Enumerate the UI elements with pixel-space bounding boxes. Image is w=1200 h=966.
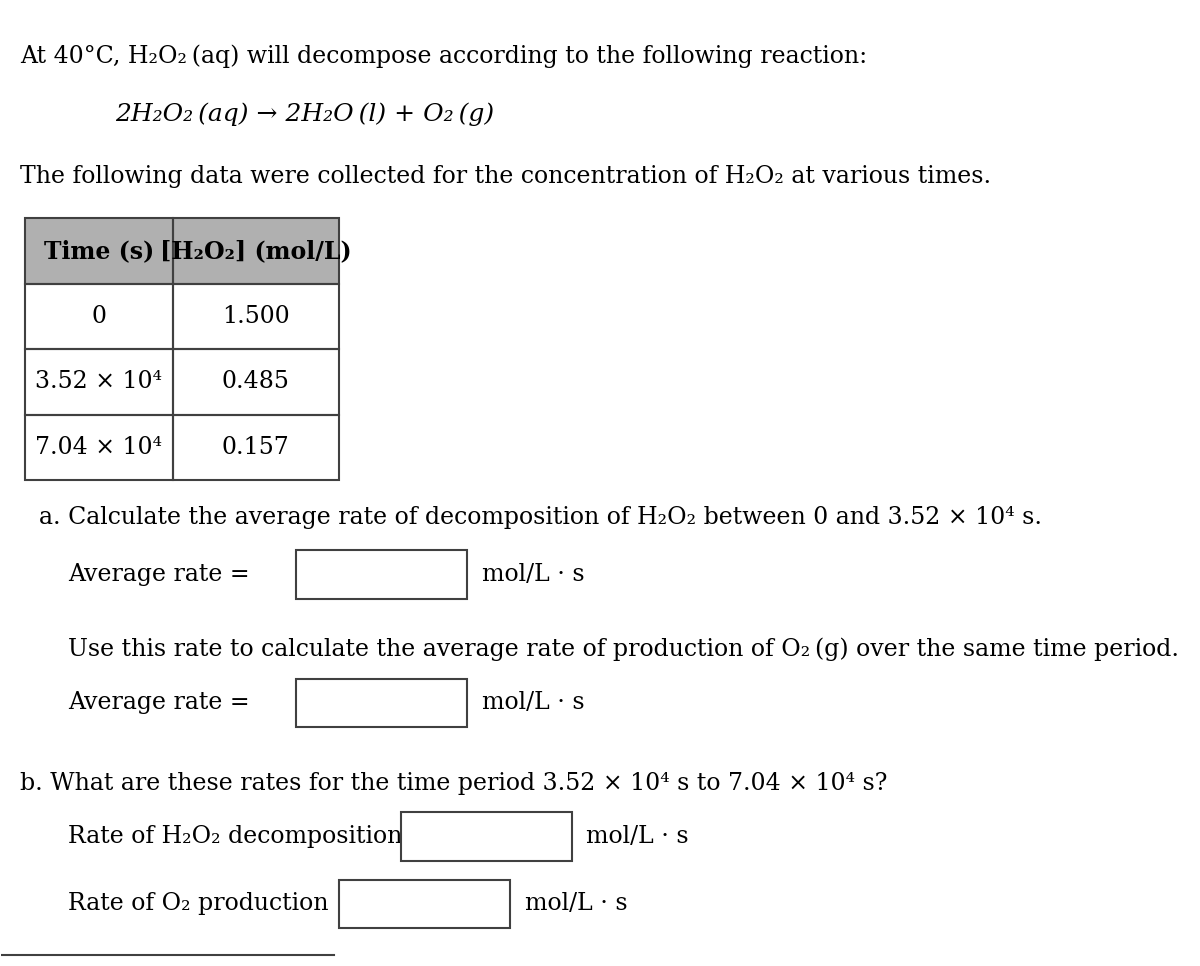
FancyBboxPatch shape [173, 218, 340, 284]
Text: Rate of H₂O₂ decomposition =: Rate of H₂O₂ decomposition = [68, 825, 430, 848]
Text: mol/L · s: mol/L · s [481, 563, 584, 586]
Text: Average rate =: Average rate = [68, 691, 250, 714]
Text: 0: 0 [91, 305, 107, 327]
FancyBboxPatch shape [401, 812, 572, 861]
FancyBboxPatch shape [296, 678, 468, 726]
Text: 3.52 × 10⁴: 3.52 × 10⁴ [35, 370, 162, 393]
Text: mol/L · s: mol/L · s [524, 893, 628, 916]
Text: 2H₂O₂ (aq) → 2H₂O (l) + O₂ (g): 2H₂O₂ (aq) → 2H₂O (l) + O₂ (g) [115, 102, 494, 126]
Text: Rate of O₂ production =: Rate of O₂ production = [68, 893, 355, 916]
Text: At 40°C, H₂O₂ (aq) will decompose according to the following reaction:: At 40°C, H₂O₂ (aq) will decompose accord… [20, 44, 868, 69]
Text: Time (s): Time (s) [43, 239, 154, 263]
Text: mol/L · s: mol/L · s [587, 825, 689, 848]
Text: 1.500: 1.500 [222, 305, 289, 327]
Text: a. Calculate the average rate of decomposition of H₂O₂ between 0 and 3.52 × 10⁴ : a. Calculate the average rate of decompo… [40, 506, 1043, 529]
Text: 7.04 × 10⁴: 7.04 × 10⁴ [35, 436, 162, 459]
FancyBboxPatch shape [25, 218, 173, 284]
Text: Use this rate to calculate the average rate of production of O₂ (g) over the sam: Use this rate to calculate the average r… [68, 638, 1178, 661]
Text: The following data were collected for the concentration of H₂O₂ at various times: The following data were collected for th… [20, 165, 991, 188]
FancyBboxPatch shape [340, 880, 510, 928]
Text: b. What are these rates for the time period 3.52 × 10⁴ s to 7.04 × 10⁴ s?: b. What are these rates for the time per… [20, 772, 888, 795]
Text: 0.157: 0.157 [222, 436, 289, 459]
Text: [H₂O₂] (mol/L): [H₂O₂] (mol/L) [160, 239, 352, 263]
Text: mol/L · s: mol/L · s [481, 691, 584, 714]
Text: 0.485: 0.485 [222, 370, 289, 393]
FancyBboxPatch shape [296, 551, 468, 599]
Text: Average rate =: Average rate = [68, 563, 250, 586]
